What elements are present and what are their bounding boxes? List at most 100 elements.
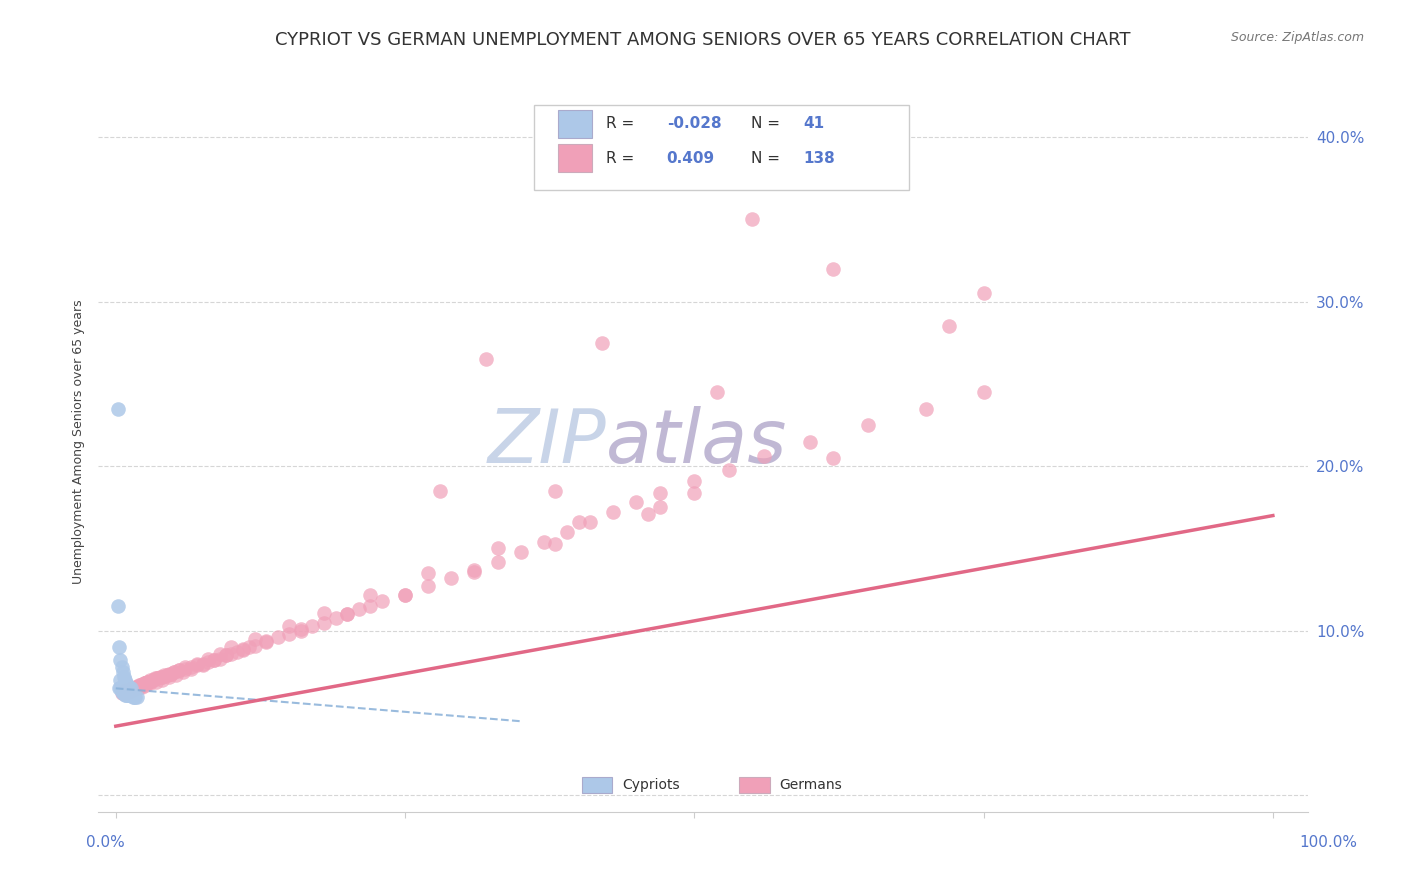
Point <box>938 319 960 334</box>
Point <box>128 680 150 694</box>
Point <box>124 690 146 704</box>
Point <box>162 665 184 679</box>
Point <box>120 683 142 698</box>
Point <box>125 680 148 694</box>
Point <box>117 684 139 698</box>
Point <box>110 680 132 694</box>
Point <box>191 657 214 671</box>
Point <box>226 645 249 659</box>
Point <box>127 680 149 694</box>
Point <box>180 662 202 676</box>
Point <box>134 676 156 690</box>
Point <box>254 635 277 649</box>
Point <box>120 688 142 702</box>
Point <box>118 688 141 702</box>
Point <box>486 541 509 556</box>
Point <box>114 673 136 687</box>
Point <box>186 658 208 673</box>
Point <box>139 676 162 690</box>
Point <box>174 660 197 674</box>
Point <box>110 686 132 700</box>
Point <box>191 658 214 673</box>
Point <box>136 674 159 689</box>
Point <box>110 673 132 687</box>
Point <box>486 555 509 569</box>
Point <box>202 653 225 667</box>
Point <box>208 651 231 665</box>
Point <box>118 686 141 700</box>
Point <box>208 647 231 661</box>
Point <box>973 385 995 400</box>
Point <box>232 643 254 657</box>
Point <box>131 678 153 692</box>
Text: N =: N = <box>751 116 780 131</box>
Point <box>129 678 152 692</box>
Point <box>117 688 139 702</box>
Point <box>186 657 208 671</box>
Point <box>359 599 381 613</box>
Point <box>752 450 775 464</box>
Point <box>165 668 187 682</box>
Point <box>973 286 995 301</box>
Point <box>108 640 131 655</box>
Point <box>463 565 485 579</box>
FancyBboxPatch shape <box>558 110 592 138</box>
Point <box>243 639 266 653</box>
Point <box>136 674 159 689</box>
Point <box>118 683 141 698</box>
Point <box>278 619 301 633</box>
Point <box>111 686 134 700</box>
Point <box>131 680 153 694</box>
Text: -0.028: -0.028 <box>666 116 721 131</box>
Point <box>124 680 146 694</box>
Point <box>823 450 845 465</box>
Point <box>683 485 706 500</box>
Point <box>463 563 485 577</box>
Point <box>626 495 648 509</box>
Point <box>429 483 451 498</box>
Point <box>121 681 143 696</box>
Point <box>799 434 821 449</box>
Text: CYPRIOT VS GERMAN UNEMPLOYMENT AMONG SENIORS OVER 65 YEARS CORRELATION CHART: CYPRIOT VS GERMAN UNEMPLOYMENT AMONG SEN… <box>276 31 1130 49</box>
Text: 0.409: 0.409 <box>666 151 714 166</box>
Point <box>124 681 146 696</box>
FancyBboxPatch shape <box>582 777 613 793</box>
FancyBboxPatch shape <box>558 144 592 172</box>
Point <box>156 668 179 682</box>
Y-axis label: Unemployment Among Seniors over 65 years: Unemployment Among Seniors over 65 years <box>72 299 86 584</box>
Point <box>124 681 146 696</box>
Text: atlas: atlas <box>606 406 787 477</box>
Point <box>509 545 531 559</box>
Point <box>139 673 162 687</box>
Point <box>121 681 143 696</box>
Point <box>718 462 741 476</box>
Point <box>602 505 624 519</box>
Point <box>215 648 238 663</box>
Point <box>125 680 148 694</box>
Point <box>135 678 157 692</box>
Point <box>122 690 145 704</box>
Point <box>169 663 191 677</box>
Text: 41: 41 <box>803 116 824 131</box>
Point <box>347 602 370 616</box>
Point <box>117 684 139 698</box>
Point <box>418 566 440 581</box>
Point <box>169 663 191 677</box>
Point <box>112 670 135 684</box>
Point <box>112 684 135 698</box>
Text: 100.0%: 100.0% <box>1299 836 1358 850</box>
Point <box>544 536 567 550</box>
Point <box>312 606 335 620</box>
Point <box>115 684 138 698</box>
Point <box>111 686 134 700</box>
Point <box>117 680 139 694</box>
Point <box>648 485 671 500</box>
Point <box>215 648 238 663</box>
Point <box>157 666 180 681</box>
FancyBboxPatch shape <box>534 104 908 190</box>
Point <box>117 683 139 698</box>
Point <box>146 672 169 686</box>
Point <box>114 683 136 698</box>
Point <box>142 673 165 687</box>
Point <box>107 599 129 613</box>
